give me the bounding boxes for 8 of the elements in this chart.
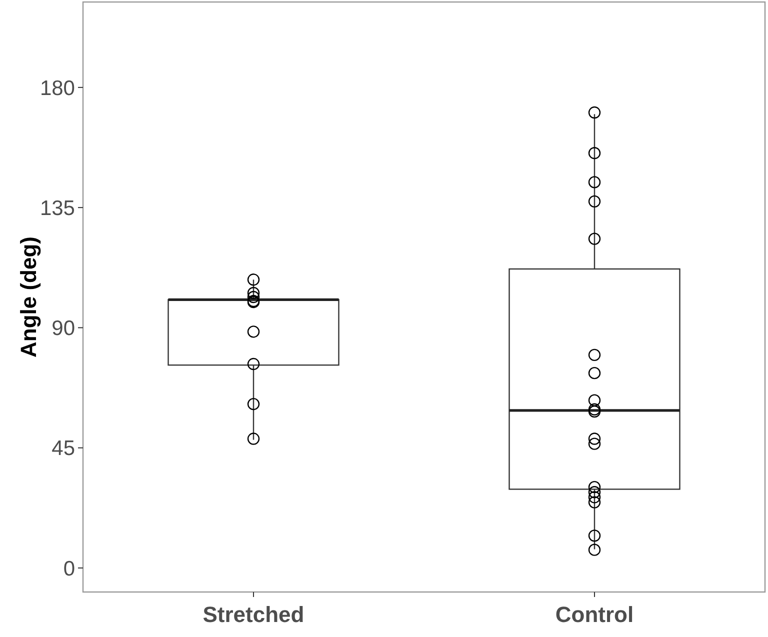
x-tick-label: Control <box>555 602 634 627</box>
y-tick-label: 180 <box>40 76 75 100</box>
y-axis-title: Angle (deg) <box>16 236 41 358</box>
y-tick-label: 135 <box>40 196 75 220</box>
y-tick-label: 45 <box>52 437 75 460</box>
y-tick-label: 90 <box>52 317 75 340</box>
x-tick-label: Stretched <box>202 602 304 627</box>
y-tick-label: 0 <box>63 557 75 580</box>
